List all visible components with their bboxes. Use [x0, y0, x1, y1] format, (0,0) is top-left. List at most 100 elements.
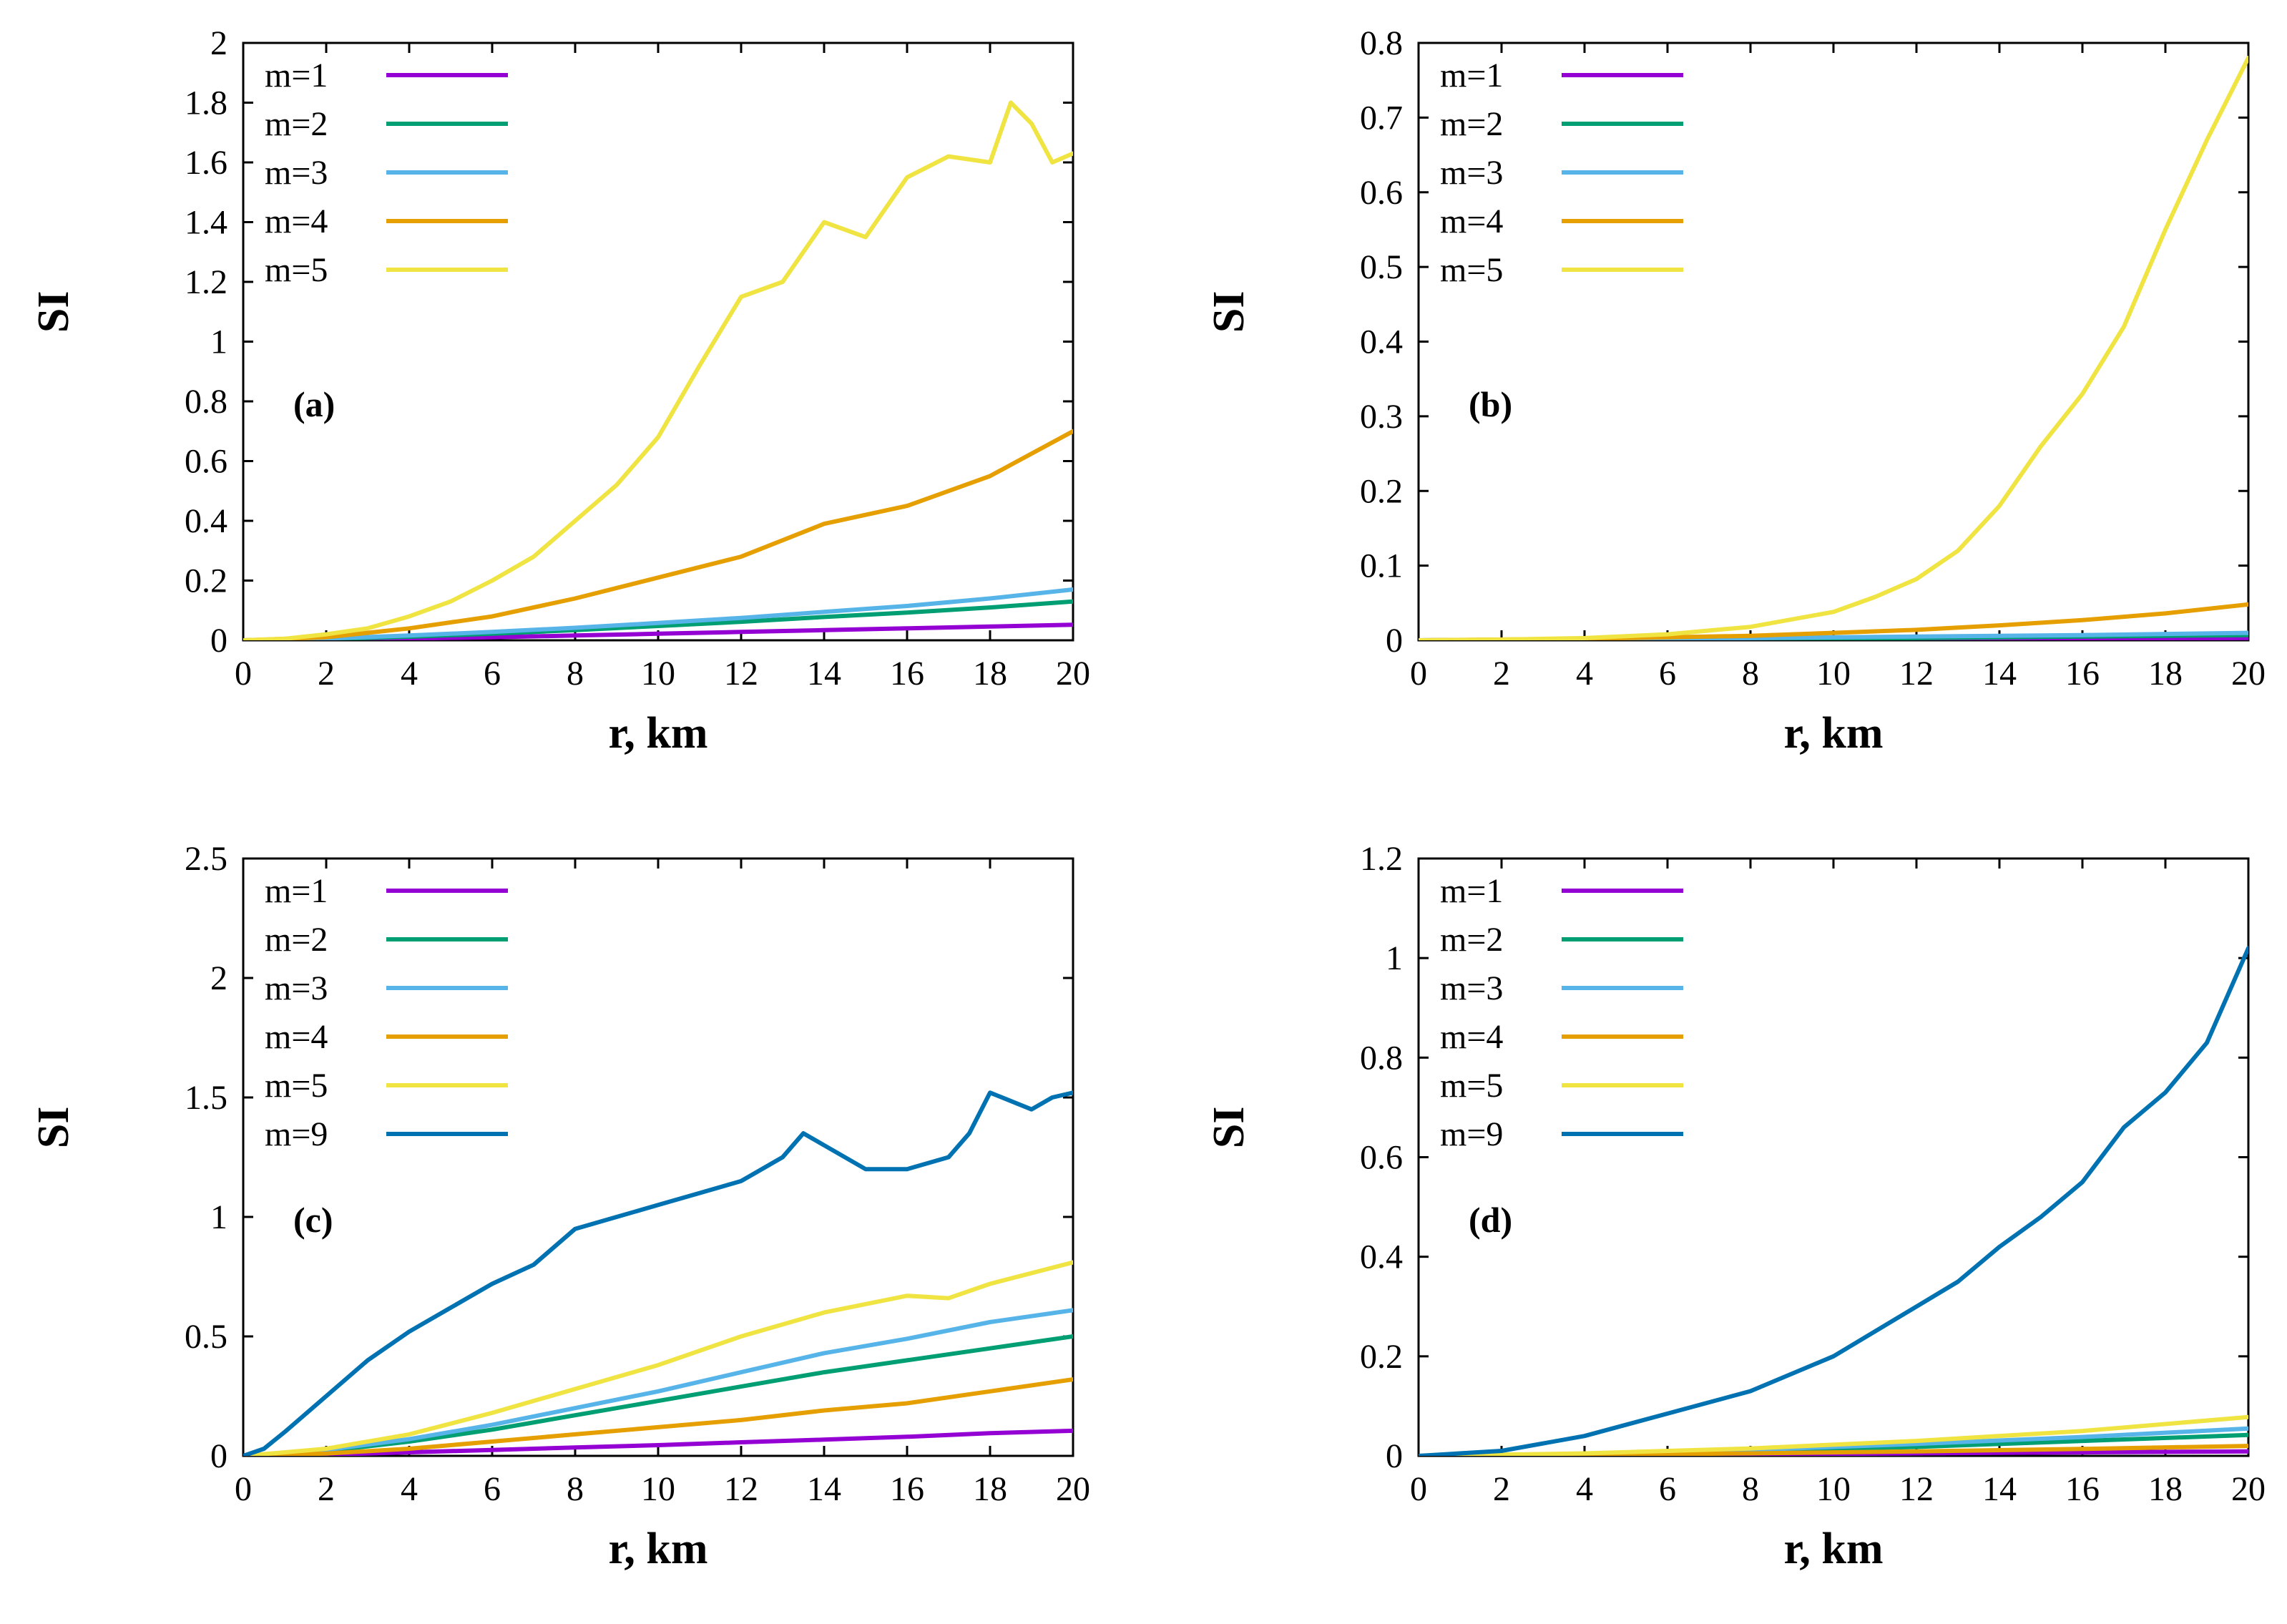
- x-tick-label: 2: [318, 1470, 335, 1508]
- y-tick-label: 1.6: [185, 144, 227, 182]
- y-tick-label: 0.2: [185, 562, 227, 600]
- series-line-m5: [1419, 55, 2248, 640]
- x-tick-label: 8: [567, 655, 584, 693]
- legend: m=1 m=2 m=3 m=4 m=5: [1440, 57, 1683, 289]
- x-tick-label: 6: [484, 655, 501, 693]
- legend-label: m=1: [265, 57, 328, 94]
- y-tick-label: 1.2: [1360, 840, 1403, 878]
- x-axis-label: r, km: [1784, 709, 1884, 758]
- x-tick-label: 14: [807, 655, 841, 693]
- legend: m=1 m=2 m=3 m=4 m=5 m=9: [1440, 872, 1683, 1153]
- x-tick-label: 20: [1056, 655, 1090, 693]
- x-tick-label: 6: [1659, 1470, 1676, 1508]
- series-line-m9: [1419, 946, 2248, 1456]
- y-tick-label: 0.4: [1360, 323, 1403, 361]
- y-tick-label: 0.6: [1360, 174, 1403, 212]
- legend-label: m=1: [1440, 57, 1503, 94]
- x-tick-label: 10: [641, 1470, 675, 1508]
- legend-label: m=1: [1440, 872, 1503, 910]
- x-tick-label: 16: [890, 655, 924, 693]
- y-tick-label: 0: [210, 1437, 227, 1475]
- series-line-m5: [1419, 1414, 2248, 1456]
- x-tick-label: 12: [724, 655, 758, 693]
- y-tick-label: 0: [1386, 1437, 1403, 1475]
- y-tick-label: 1: [210, 1198, 227, 1236]
- x-tick-label: 2: [1493, 655, 1510, 693]
- legend-label: m=2: [265, 921, 328, 959]
- legend-label: m=5: [265, 1067, 328, 1105]
- x-tick-label: 16: [2065, 1470, 2100, 1508]
- y-tick-label: 0: [210, 622, 227, 660]
- y-tick-label: 1.5: [185, 1079, 227, 1117]
- legend-label: m=3: [265, 154, 328, 192]
- panel-label: (d): [1469, 1200, 1512, 1240]
- x-tick-label: 6: [484, 1470, 501, 1508]
- legend-label: m=2: [1440, 105, 1503, 143]
- x-tick-label: 0: [1410, 1470, 1427, 1508]
- legend-label: m=4: [265, 1018, 328, 1056]
- series-line-m3: [243, 1308, 1073, 1456]
- y-tick-label: 1.2: [185, 263, 227, 301]
- y-tick-label: 2: [210, 959, 227, 997]
- y-tick-label: 0.5: [1360, 248, 1403, 286]
- x-tick-label: 18: [973, 655, 1007, 693]
- legend-label: m=4: [1440, 1018, 1503, 1056]
- y-tick-label: 0.2: [1360, 1338, 1403, 1376]
- x-axis-label: r, km: [609, 709, 708, 758]
- series-group: [243, 100, 1073, 640]
- series-line-m9: [243, 1090, 1073, 1456]
- y-tick-label: 0.4: [1360, 1238, 1403, 1276]
- chart-panel-4: 0 2 4 6 8 10 12 14 16 18 20 0 0.2 0.4 0.6 0.8 1 1.2 r, km S…: [1205, 840, 2266, 1573]
- legend-label: m=4: [1440, 202, 1503, 240]
- y-tick-label: 0.5: [185, 1318, 227, 1356]
- y-tick-label: 0: [1386, 622, 1403, 660]
- x-tick-label: 20: [2231, 655, 2266, 693]
- x-tick-label: 14: [1982, 655, 2017, 693]
- chart-panel-2: 0 2 4 6 8 10 12 14 16 18 20 0 0.1 0.2 0.3 0.4 0.5 0.6 0.7 0…: [1205, 24, 2266, 758]
- legend-label: m=4: [265, 202, 328, 240]
- x-tick-label: 0: [235, 1470, 252, 1508]
- y-tick-label: 1: [210, 323, 227, 361]
- series-group: [1419, 55, 2248, 640]
- x-tick-label: 10: [641, 655, 675, 693]
- chart-panel-3: 0 2 4 6 8 10 12 14 16 18 20 0 0.5 1 1.5 2 2.5 r, km SI (c) m…: [29, 840, 1090, 1573]
- x-tick-label: 12: [1899, 1470, 1934, 1508]
- x-tick-label: 0: [235, 655, 252, 693]
- x-tick-label: 4: [1576, 655, 1593, 693]
- series-line-m4: [243, 429, 1073, 640]
- panel-label: (a): [293, 384, 335, 424]
- y-tick-label: 1.4: [185, 204, 227, 242]
- x-tick-label: 20: [2231, 1470, 2266, 1508]
- x-tick-label: 14: [807, 1470, 841, 1508]
- x-tick-label: 2: [318, 655, 335, 693]
- legend-label: m=5: [1440, 251, 1503, 289]
- x-tick-label: 10: [1816, 655, 1851, 693]
- y-tick-label: 0.3: [1360, 398, 1403, 436]
- x-tick-label: 14: [1982, 1470, 2017, 1508]
- legend-label: m=1: [265, 872, 328, 910]
- series-group: [1419, 946, 2248, 1456]
- y-tick-label: 0.6: [185, 443, 227, 481]
- y-axis-label: SI: [1205, 290, 1253, 333]
- series-line-m4: [243, 1377, 1073, 1456]
- y-axis-label: SI: [29, 1106, 78, 1148]
- x-tick-label: 8: [567, 1470, 584, 1508]
- y-tick-label: 0.1: [1360, 547, 1403, 585]
- x-tick-label: 18: [2148, 1470, 2183, 1508]
- legend-label: m=9: [265, 1115, 328, 1153]
- x-tick-label: 18: [2148, 655, 2183, 693]
- legend: m=1 m=2 m=3 m=4 m=5: [265, 57, 508, 289]
- legend-label: m=5: [265, 251, 328, 289]
- chart-panel-1: 0 2 4 6 8 10 12 14 16 18 20 0 0.2 0.4 0.6 0.8 1 1.2 1.4 1.6…: [29, 24, 1090, 758]
- x-tick-label: 0: [1410, 655, 1427, 693]
- y-tick-label: 0.6: [1360, 1139, 1403, 1177]
- y-tick-label: 1.8: [185, 84, 227, 122]
- y-axis-label: SI: [29, 290, 78, 333]
- y-axis-label: SI: [1205, 1106, 1253, 1148]
- series-line-m4: [1419, 602, 2248, 640]
- y-tick-label: 0.8: [1360, 24, 1403, 62]
- series-group: [243, 1090, 1073, 1456]
- panel-label: (c): [293, 1200, 333, 1240]
- x-tick-label: 12: [1899, 655, 1934, 693]
- y-tick-label: 0.2: [1360, 472, 1403, 510]
